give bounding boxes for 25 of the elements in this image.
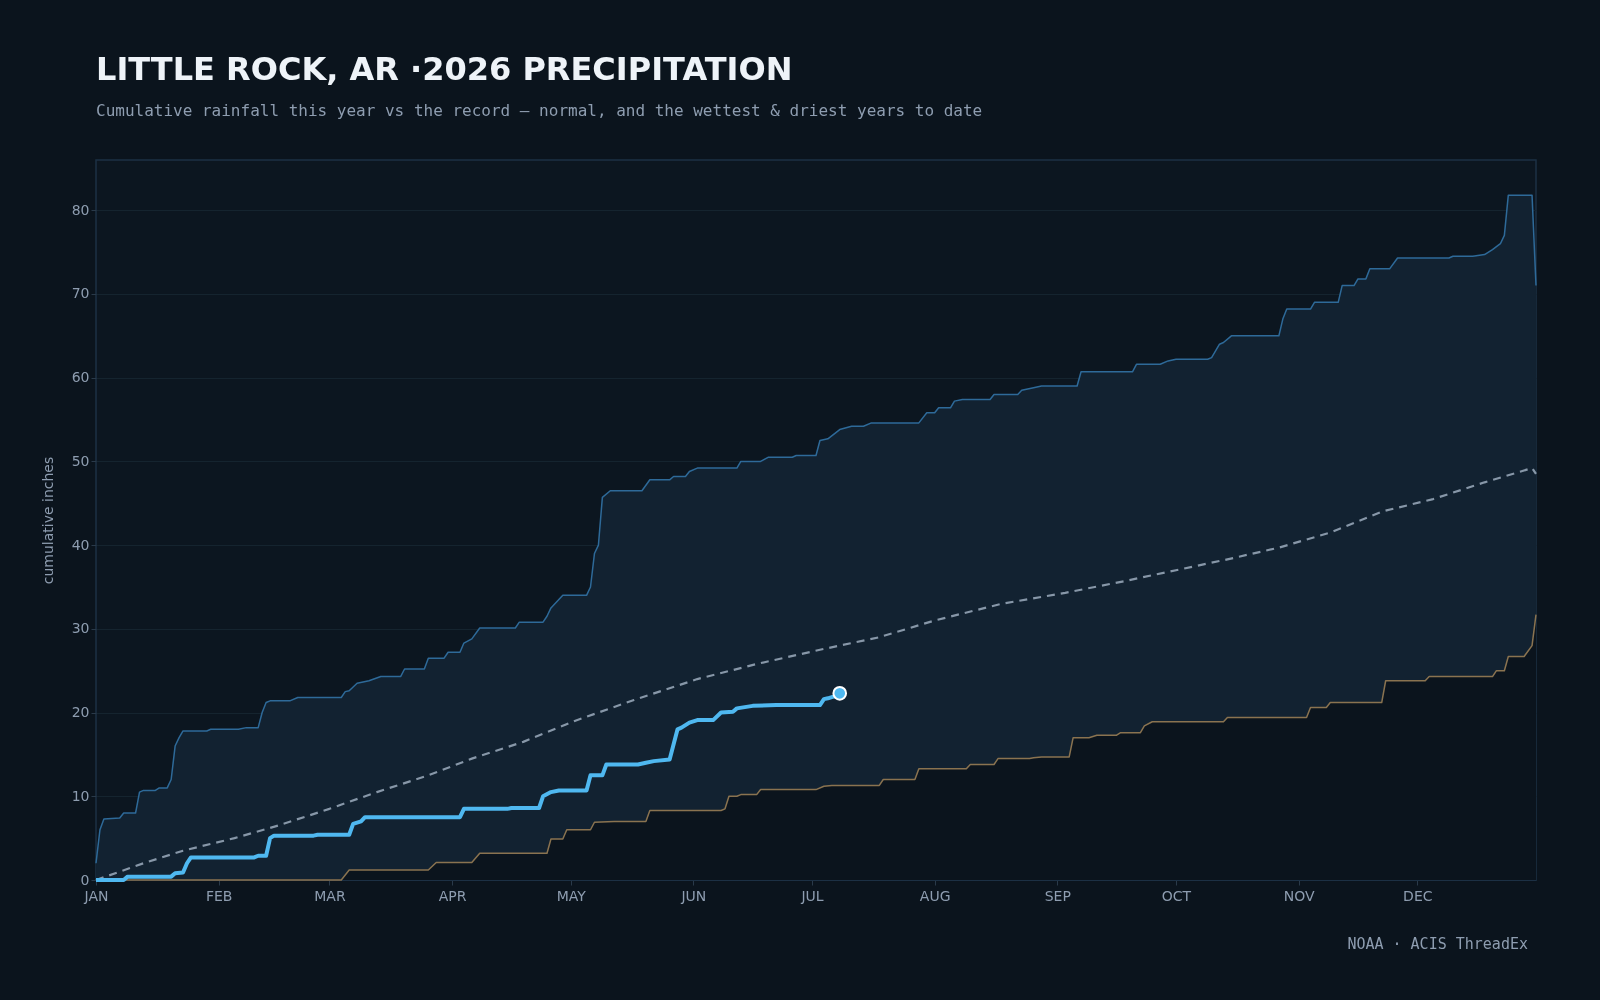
x-tick-label: JUN bbox=[680, 887, 707, 904]
text: NOAA · ACIS ThreadEx bbox=[1347, 935, 1528, 953]
y-tick-label: 50 bbox=[71, 452, 90, 469]
x-tick-label: MAY bbox=[556, 887, 587, 904]
y-tick-label: 40 bbox=[71, 536, 90, 553]
chart-title: LITTLE ROCK, AR ·2026 PRECIPITATION bbox=[96, 50, 793, 88]
x-tick-label: SEP bbox=[1044, 887, 1071, 904]
y-tick-label: 80 bbox=[71, 201, 90, 218]
x-tick-label: JAN bbox=[83, 887, 109, 904]
y-tick-label: 70 bbox=[71, 285, 90, 302]
y-axis-title: cumulative inches bbox=[39, 456, 56, 585]
x-tick-label: JUL bbox=[800, 887, 824, 904]
x-tick-label: AUG bbox=[919, 887, 951, 904]
x-tick-label: APR bbox=[438, 887, 467, 904]
y-tick-label: 30 bbox=[71, 620, 90, 637]
x-tick-label: OCT bbox=[1161, 887, 1192, 904]
x-tick-label: DEC bbox=[1403, 887, 1433, 904]
x-tick-label: MAR bbox=[314, 887, 346, 904]
chart-subtitle: Cumulative rainfall this year vs the record — normal, and the wettest & driest years to date bbox=[96, 101, 983, 120]
y-tick-label: 20 bbox=[71, 704, 90, 721]
y-tick-label: 10 bbox=[71, 787, 90, 804]
y-tick-label: 60 bbox=[71, 369, 90, 386]
x-tick-label: FEB bbox=[205, 887, 233, 904]
y-tick-label: 0 bbox=[80, 871, 90, 888]
x-tick-label: NOV bbox=[1283, 887, 1315, 904]
